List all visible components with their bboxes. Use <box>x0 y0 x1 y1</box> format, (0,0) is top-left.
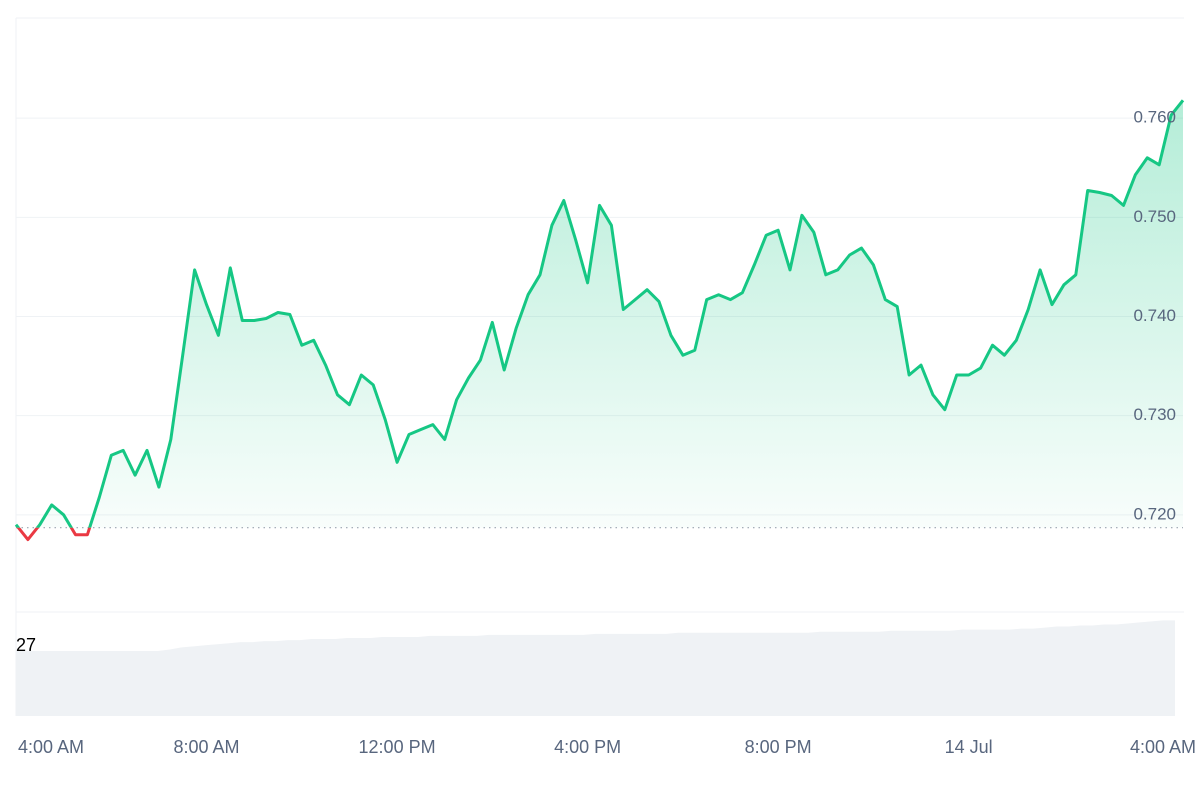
x-tick-label: 8:00 AM <box>174 737 240 757</box>
x-tick-label: 4:00 AM <box>1130 737 1196 757</box>
y-tick-label: 0.730 <box>1133 405 1176 424</box>
price-line-up <box>14 99 1185 528</box>
x-tick-label: 8:00 PM <box>745 737 812 757</box>
y-tick-label: 0.720 <box>1133 504 1176 523</box>
y-tick-label: 0.750 <box>1133 207 1176 226</box>
x-tick-label: 14 Jul <box>945 737 993 757</box>
x-tick-label: 4:00 PM <box>554 737 621 757</box>
y-tick-label: 0.740 <box>1133 306 1176 325</box>
x-tick-label: 4:00 AM <box>18 737 84 757</box>
volume-label: 27 <box>16 635 36 655</box>
price-area <box>16 100 1183 528</box>
volume-area <box>16 620 1175 716</box>
x-tick-label: 12:00 PM <box>359 737 436 757</box>
y-tick-label: 0.760 <box>1133 108 1176 127</box>
